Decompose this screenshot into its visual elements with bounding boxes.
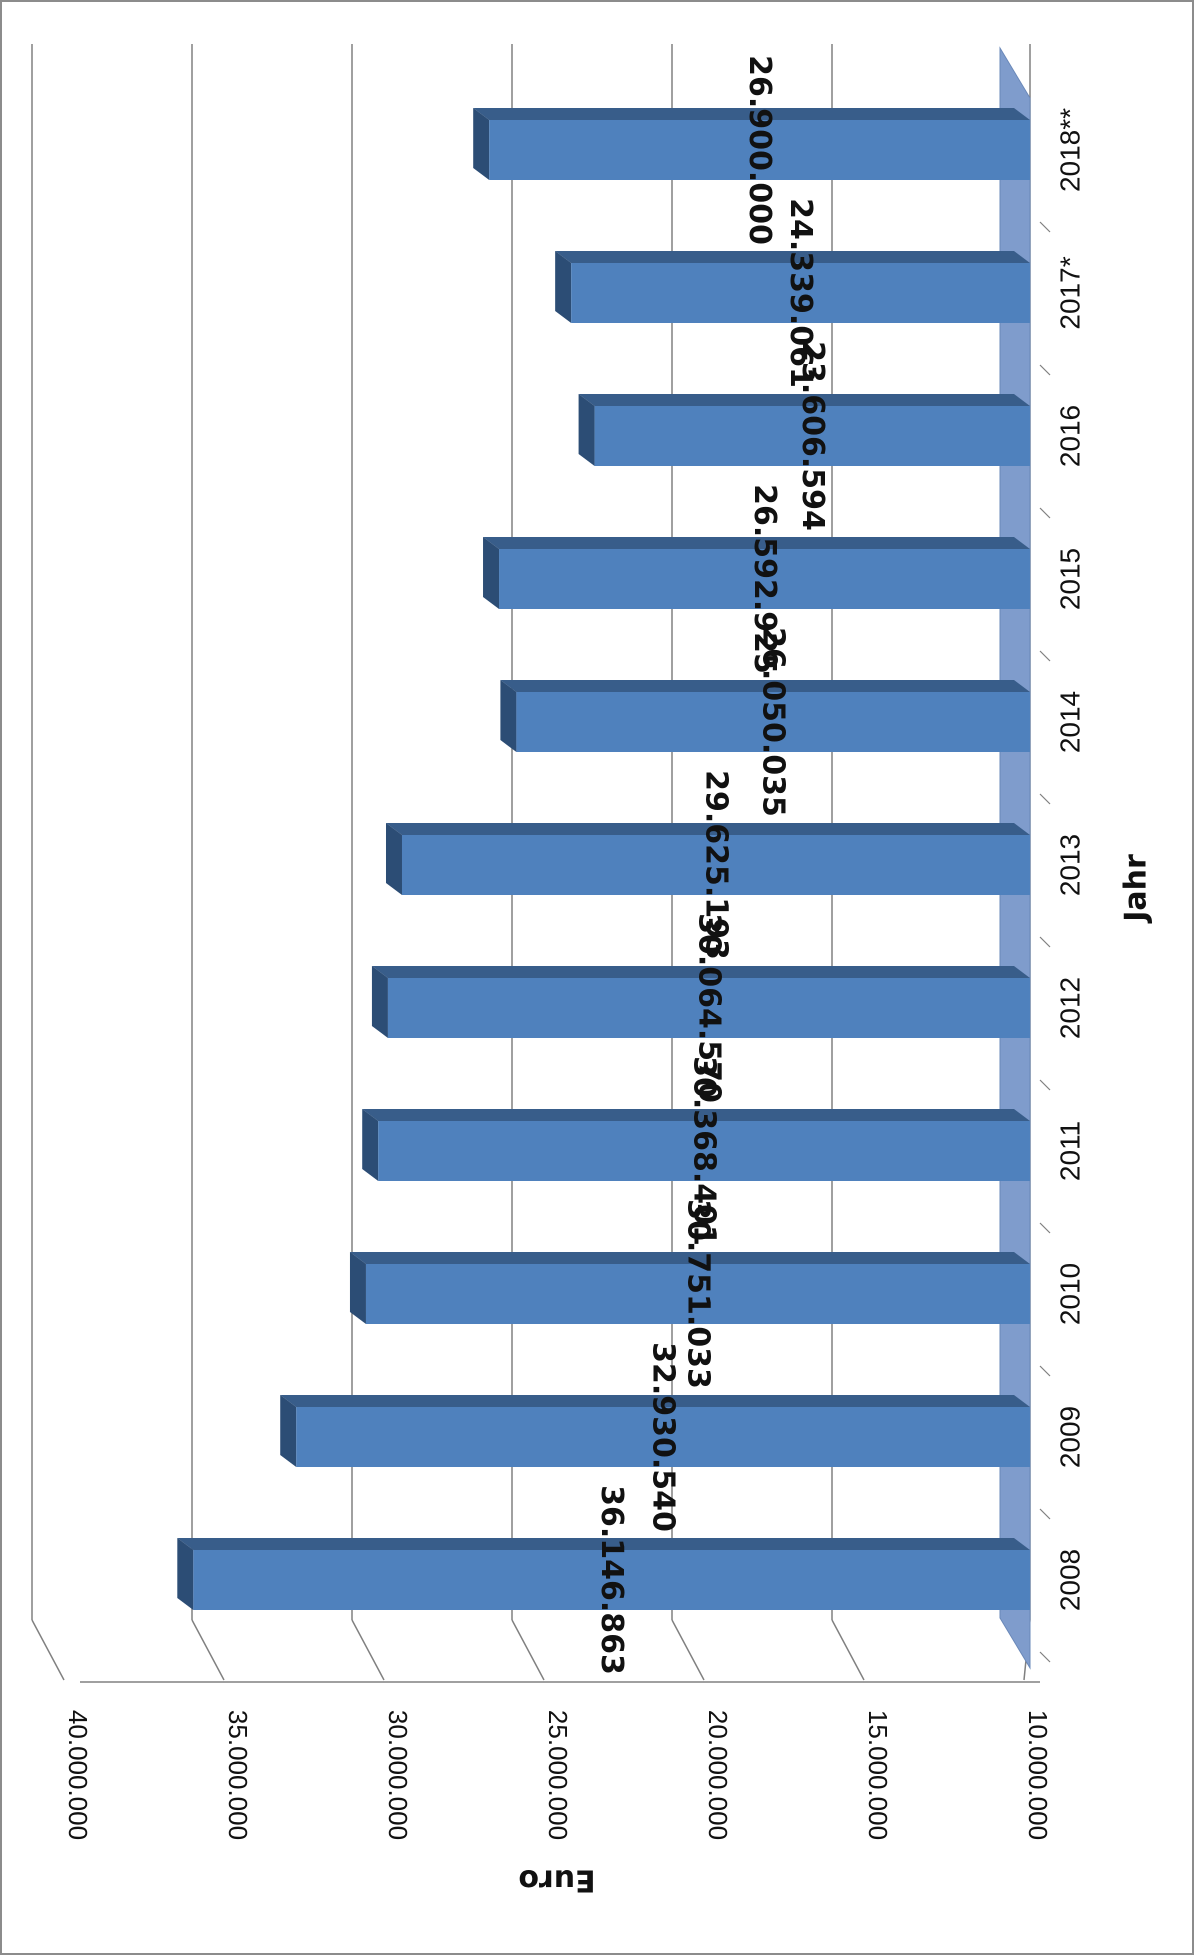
gridline-depth [831, 1619, 865, 1681]
bar-top-face [555, 251, 1030, 263]
gridline-depth [31, 1619, 65, 1681]
bar-data-label: 30.751.033 [680, 1199, 715, 1389]
bar [371, 966, 1031, 1038]
category-tick [1039, 936, 1051, 948]
bar-front-face [378, 1121, 1030, 1181]
value-tick-label: 25.000.000 [543, 1710, 573, 1840]
category-axis-title: Jahr [1119, 854, 1154, 924]
labels: 36.146.863 32.930.54030.751.03330.368.401… [594, 55, 830, 1675]
value-tick-label: 40.000.000 [63, 1710, 93, 1840]
bar-top-face [483, 537, 1031, 549]
category-label: 2014 [1055, 691, 1086, 753]
category-tick [1039, 1508, 1051, 1520]
bar-front-face [193, 1550, 1030, 1610]
category-label: 2013 [1055, 834, 1086, 896]
bar-front-face [499, 549, 1031, 609]
category-label: 2016 [1055, 405, 1086, 467]
bar-top-face [280, 1395, 1030, 1407]
bar-top-face [371, 966, 1031, 978]
category-tick [1039, 1365, 1051, 1377]
bar-end-face [371, 966, 388, 1038]
bar-front-face [296, 1407, 1030, 1467]
category-label: 2011 [1055, 1121, 1086, 1181]
bar-data-label: 36.146.863 [594, 1485, 629, 1675]
bar-end-face [473, 108, 490, 180]
bar-top-face [578, 394, 1030, 406]
bar [555, 251, 1030, 323]
bar [473, 108, 1030, 180]
bar-front-face [594, 406, 1030, 466]
bar-data-label: 26.050.035 [756, 627, 791, 817]
bar [280, 1395, 1030, 1467]
bar-data-label: 30.064.570 [691, 913, 726, 1103]
bar-end-face [349, 1252, 366, 1324]
category-label: 2010 [1055, 1263, 1086, 1325]
bar-top-face [500, 680, 1030, 692]
value-tick-label: 20.000.000 [703, 1710, 733, 1840]
bar [177, 1538, 1030, 1610]
category-tick [1039, 221, 1051, 233]
category-tick [1039, 1222, 1051, 1234]
bar-end-face [280, 1395, 297, 1467]
bar-front-face [387, 978, 1031, 1038]
category-label: 2009 [1055, 1406, 1086, 1468]
bar-end-face [177, 1538, 194, 1610]
bar-front-face [401, 835, 1030, 895]
bar-top-face [385, 823, 1030, 835]
category-tick [1039, 507, 1051, 519]
value-axis: 10.000.000 15.000.000 20.000.000 25.000.000… [63, 1681, 1053, 1840]
category-tick [1039, 1651, 1051, 1663]
bar-data-label: 26.900.000 [742, 55, 777, 245]
bar-data-label: 30.368.401 [687, 1056, 722, 1246]
category-label: 2017* [1055, 256, 1086, 329]
bar-end-face [578, 394, 595, 466]
category-tick [1039, 650, 1051, 662]
bar-top-face [473, 108, 1030, 120]
category-tick [1039, 793, 1051, 805]
bar [349, 1252, 1031, 1324]
bar-end-face [362, 1109, 379, 1181]
bar-data-label: 23.606.594 [795, 341, 830, 531]
category-tick [1039, 1079, 1051, 1091]
bar-data-label: 29.625.193 [698, 770, 733, 960]
bar-front-face [489, 120, 1030, 180]
category-label: 2008 [1055, 1549, 1086, 1611]
bar-data-label: 26.592.925 [747, 484, 782, 674]
bar-front-face [571, 263, 1030, 323]
category-label: 2018** [1055, 108, 1086, 192]
bars [177, 108, 1031, 1610]
category-label: 2012 [1055, 977, 1086, 1039]
value-tick-label: 35.000.000 [223, 1710, 253, 1840]
bar [362, 1109, 1030, 1181]
gridline-depth [191, 1619, 225, 1681]
value-tick-label: 15.000.000 [863, 1710, 893, 1840]
bar [500, 680, 1030, 752]
gridline-depth [351, 1619, 385, 1681]
category-axis: 2008 2009 2010 2011 2012 2013 2014 2015 2016 2017… [1039, 108, 1086, 1663]
bar-front-face [516, 692, 1030, 752]
bar-data-label: 24.339.061 [783, 198, 818, 388]
bar-end-face [500, 680, 517, 752]
bar-top-face [177, 1538, 1030, 1550]
bar-end-face [555, 251, 572, 323]
value-tick-label: 10.000.000 [1023, 1710, 1053, 1840]
value-tick-label: 30.000.000 [383, 1710, 413, 1840]
bar-end-face [483, 537, 500, 609]
bar-end-face [385, 823, 402, 895]
category-tick [1039, 364, 1051, 376]
bar-top-face [349, 1252, 1031, 1264]
bar [578, 394, 1030, 466]
bar [483, 537, 1031, 609]
bar-top-face [362, 1109, 1030, 1121]
bar-front-face [365, 1264, 1031, 1324]
bar [385, 823, 1030, 895]
value-axis-title: Euro [518, 1863, 595, 1898]
bar-data-label: 32.930.540 [646, 1342, 681, 1532]
gridline-depth [671, 1619, 705, 1681]
category-label: 2015 [1055, 548, 1086, 610]
gridline-depth [511, 1619, 545, 1681]
